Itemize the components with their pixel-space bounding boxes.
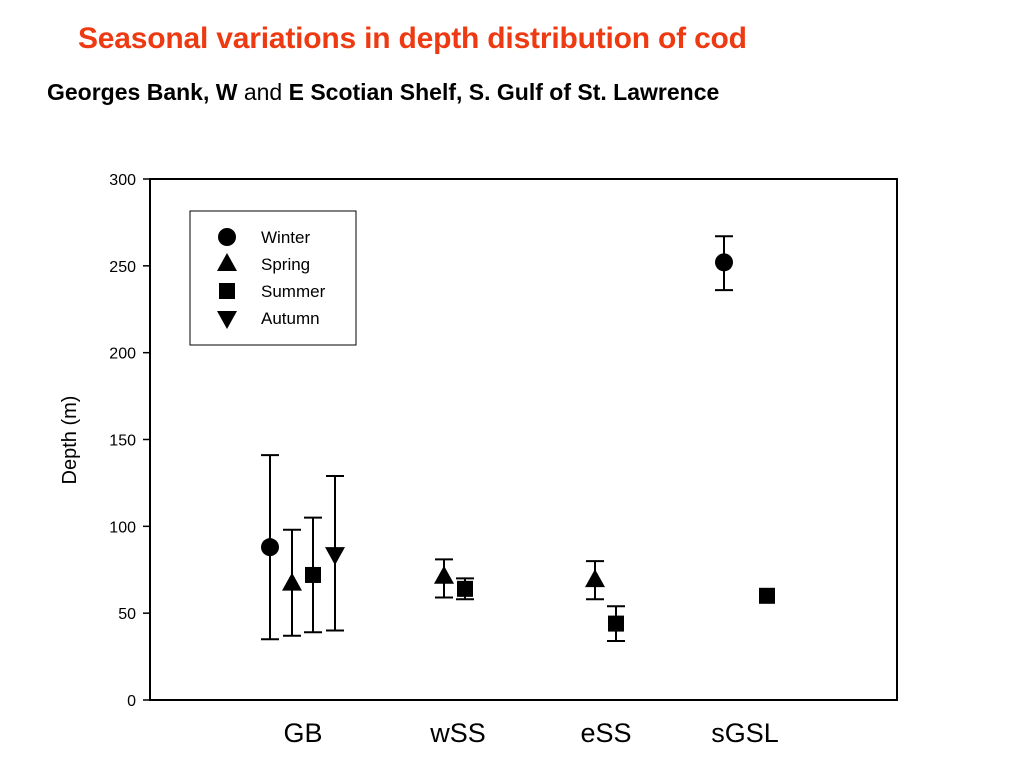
- subtitle-part-1: Georges Bank, W: [47, 79, 238, 105]
- y-tick-label: 300: [109, 172, 136, 189]
- axes: 0 50 100 150 200 250 300 Depth (m) GB wSS eSS sGSL: [59, 172, 898, 748]
- legend-circle-icon: [218, 228, 236, 246]
- y-tick-label: 100: [109, 519, 136, 536]
- legend-label: Summer: [261, 282, 326, 301]
- data-point-summer-sgsl: [759, 587, 775, 604]
- data-point-summer-wss: [456, 577, 474, 601]
- y-axis-title: Depth (m): [59, 396, 81, 485]
- legend-triangle-up-icon: [217, 253, 237, 271]
- legend-label: Autumn: [261, 309, 320, 328]
- x-category-label: sGSL: [711, 718, 779, 748]
- square-marker: [608, 615, 624, 632]
- data-point-summer-gb: [304, 516, 322, 634]
- x-category-label: wSS: [429, 718, 486, 748]
- legend-label: Spring: [261, 255, 310, 274]
- data-point-summer-ess: [607, 605, 625, 642]
- subtitle-part-3: E Scotian Shelf, S. Gulf of St. Lawrence: [288, 79, 720, 105]
- data-point-autumn-gb: [325, 474, 345, 632]
- square-marker: [759, 587, 775, 604]
- data-point-spring-wss: [434, 558, 454, 599]
- legend-triangle-down-icon: [217, 311, 237, 329]
- triangle-up-marker: [282, 572, 302, 591]
- square-marker: [457, 580, 473, 597]
- triangle-down-marker: [325, 547, 345, 566]
- subtitle-part-2: and: [237, 79, 289, 105]
- slide-title: Seasonal variations in depth distributio…: [78, 22, 747, 55]
- data-point-winter-sgsl: [715, 235, 733, 292]
- x-category-label: eSS: [580, 718, 631, 748]
- circle-marker: [261, 538, 279, 557]
- triangle-up-marker: [585, 569, 605, 588]
- circle-marker: [715, 253, 733, 272]
- y-tick-label: 250: [109, 259, 136, 276]
- y-tick-label: 150: [109, 433, 136, 450]
- y-tick-label: 200: [109, 346, 136, 363]
- y-tick-label: 50: [118, 606, 136, 623]
- data-point-spring-ess: [585, 560, 605, 601]
- data-marks: [261, 235, 775, 642]
- triangle-up-marker: [434, 565, 454, 584]
- slide-subtitle: Georges Bank, W and E Scotian Shelf, S. …: [47, 79, 719, 106]
- legend: Winter Spring Summer Autumn: [189, 210, 357, 346]
- square-marker: [305, 566, 321, 583]
- x-category-label: GB: [283, 718, 322, 748]
- y-tick-label: 0: [127, 693, 136, 710]
- legend-box: [189, 210, 357, 346]
- legend-square-icon: [219, 283, 235, 299]
- legend-label: Winter: [261, 228, 310, 247]
- data-point-spring-gb: [282, 528, 302, 637]
- data-point-winter-gb: [261, 454, 279, 641]
